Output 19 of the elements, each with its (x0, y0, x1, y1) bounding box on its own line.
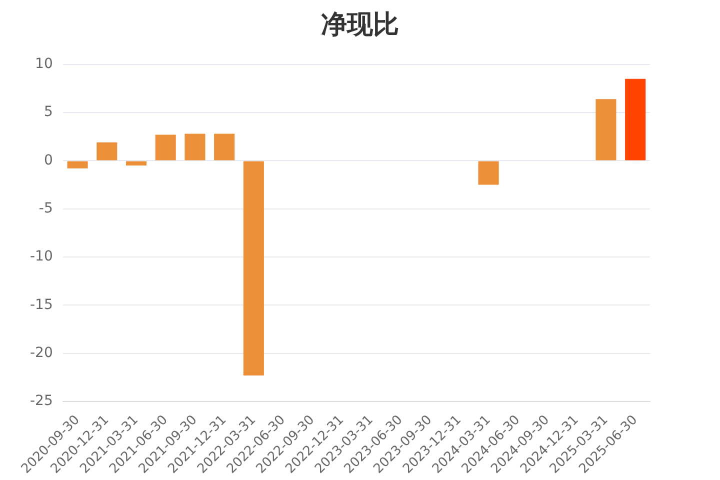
bar (214, 134, 235, 160)
bar (126, 161, 147, 166)
y-tick-label: 5 (44, 104, 53, 120)
chart-title: 净现比 (320, 9, 400, 42)
y-tick-label: 0 (44, 152, 53, 168)
y-tick-label: -5 (38, 200, 53, 217)
bar (67, 161, 88, 168)
y-tick-label: -15 (30, 296, 53, 313)
y-tick-label: 10 (35, 56, 53, 72)
bar (96, 142, 118, 160)
y-tick-label: -25 (30, 393, 53, 410)
y-tick-label: -20 (30, 345, 53, 362)
bar (596, 99, 616, 160)
bar (625, 78, 646, 160)
bar (155, 134, 176, 160)
bar (243, 161, 264, 376)
bar (478, 161, 499, 185)
y-tick-label: -10 (30, 248, 53, 265)
bar (184, 134, 206, 160)
